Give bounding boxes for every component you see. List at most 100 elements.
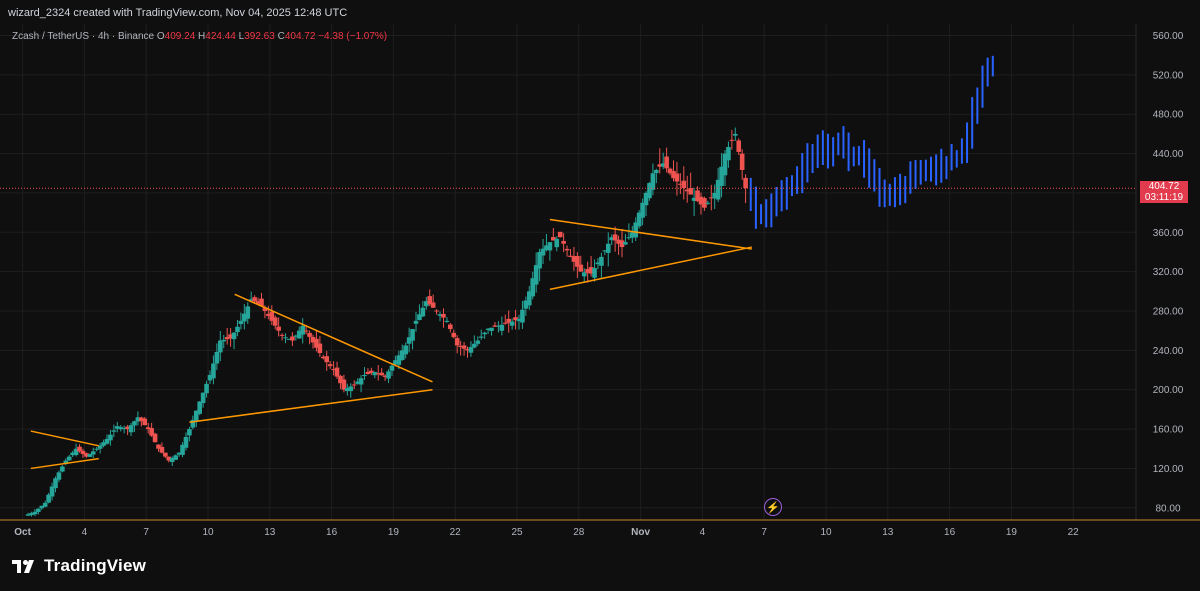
candle-body bbox=[293, 335, 299, 337]
y-tick-label: 520.00 bbox=[1153, 70, 1184, 81]
lightning-icon[interactable]: ⚡ bbox=[764, 498, 782, 516]
candle-body bbox=[502, 322, 508, 324]
trendline[interactable] bbox=[549, 218, 752, 250]
y-tick-label: 80.00 bbox=[1155, 503, 1180, 514]
candle-body bbox=[568, 255, 573, 257]
candle-body bbox=[221, 339, 227, 342]
x-tick-label: 7 bbox=[761, 527, 767, 538]
candle-body bbox=[527, 291, 532, 306]
candle-body bbox=[417, 314, 422, 321]
candle-body bbox=[145, 427, 151, 430]
candle-body bbox=[327, 364, 333, 367]
candle-body bbox=[430, 302, 436, 308]
candle-body bbox=[643, 192, 649, 206]
candle-body bbox=[248, 299, 254, 301]
candle-body bbox=[32, 511, 38, 515]
candle-body bbox=[362, 374, 367, 377]
candle-body bbox=[139, 417, 144, 422]
candle-body bbox=[712, 192, 717, 199]
candle-body bbox=[475, 340, 481, 344]
candle-body bbox=[218, 340, 223, 353]
candle-body bbox=[231, 332, 237, 340]
trendline[interactable] bbox=[30, 457, 99, 470]
candle-body bbox=[660, 163, 666, 167]
candle-body bbox=[104, 438, 110, 444]
candle-body bbox=[698, 196, 704, 205]
candle-body bbox=[29, 513, 34, 516]
tradingview-logo-icon bbox=[12, 560, 34, 573]
candle-body bbox=[393, 360, 398, 365]
trendline[interactable] bbox=[234, 293, 433, 383]
candle-body bbox=[266, 313, 271, 316]
candle-body bbox=[533, 265, 539, 285]
candle-body bbox=[454, 338, 460, 346]
candle-body bbox=[564, 248, 570, 251]
candle-body bbox=[169, 457, 175, 462]
candle-body bbox=[159, 446, 165, 453]
candle-body bbox=[619, 240, 625, 248]
current-price-tag: 404.72 03:11:19 bbox=[1140, 181, 1188, 204]
trendline[interactable] bbox=[30, 430, 99, 447]
candle-body bbox=[678, 183, 683, 185]
x-tick-label: 10 bbox=[820, 527, 832, 538]
candle-body bbox=[197, 401, 202, 414]
candle-body bbox=[705, 202, 711, 204]
x-tick-label: 16 bbox=[326, 527, 338, 538]
candle-body bbox=[369, 370, 374, 373]
high-label: H bbox=[198, 31, 206, 42]
candle-body bbox=[530, 278, 536, 297]
candle-body bbox=[623, 242, 628, 245]
symbol-name[interactable]: Zcash / TetherUS · 4h · Binance bbox=[12, 31, 155, 42]
y-tick-label: 440.00 bbox=[1153, 149, 1184, 160]
candle-body bbox=[472, 343, 477, 348]
grid bbox=[0, 24, 1136, 520]
candle-body bbox=[413, 320, 419, 324]
candle-body bbox=[166, 456, 172, 461]
candle-body bbox=[468, 347, 474, 353]
y-tick-label: 120.00 bbox=[1153, 464, 1184, 475]
candle-body bbox=[571, 256, 577, 262]
candle-body bbox=[399, 350, 405, 360]
candle-body bbox=[691, 197, 697, 201]
trendlines[interactable] bbox=[30, 218, 752, 470]
candle-body bbox=[382, 375, 388, 377]
x-tick-label: 4 bbox=[82, 527, 88, 538]
candle-body bbox=[314, 338, 319, 348]
time-axis[interactable]: Oct 4 7 10 13 16 19 22 25 28 Nov 4 7 10 13 16 19 22 bbox=[14, 527, 1079, 538]
candle-body bbox=[592, 268, 597, 278]
candle-body bbox=[303, 330, 309, 332]
candle-body bbox=[588, 267, 594, 274]
candle-body bbox=[187, 429, 192, 436]
candle-body bbox=[317, 343, 323, 353]
candle-body bbox=[173, 455, 178, 460]
candle-body bbox=[70, 452, 75, 456]
candle-body bbox=[252, 297, 257, 302]
candle-body bbox=[242, 313, 247, 322]
candle-body bbox=[63, 460, 69, 465]
price-axis[interactable]: 80.00 120.00 160.00 200.00 240.00 280.00 320.0… bbox=[1153, 31, 1184, 514]
candle-body bbox=[492, 325, 498, 327]
candle-body bbox=[97, 445, 103, 449]
candle-body bbox=[331, 369, 336, 371]
trendline[interactable] bbox=[189, 388, 433, 423]
candle-body bbox=[345, 388, 350, 392]
y-tick-label: 560.00 bbox=[1153, 31, 1184, 42]
candle-body bbox=[461, 345, 467, 349]
candle-body bbox=[272, 317, 278, 326]
candle-body bbox=[633, 222, 639, 238]
candle-body bbox=[386, 371, 391, 379]
trendline[interactable] bbox=[549, 246, 752, 291]
open-label: O bbox=[156, 31, 165, 42]
candle-body bbox=[238, 320, 244, 325]
x-tick-label: 4 bbox=[700, 527, 706, 538]
candle-body bbox=[156, 444, 161, 449]
candle-body bbox=[204, 383, 209, 394]
candle-body bbox=[434, 310, 439, 312]
candle-body bbox=[341, 379, 347, 390]
candle-body bbox=[149, 428, 154, 436]
candle-body bbox=[296, 330, 302, 339]
candle-body bbox=[193, 410, 199, 421]
candle-body bbox=[420, 307, 426, 317]
candle-body bbox=[702, 198, 707, 208]
